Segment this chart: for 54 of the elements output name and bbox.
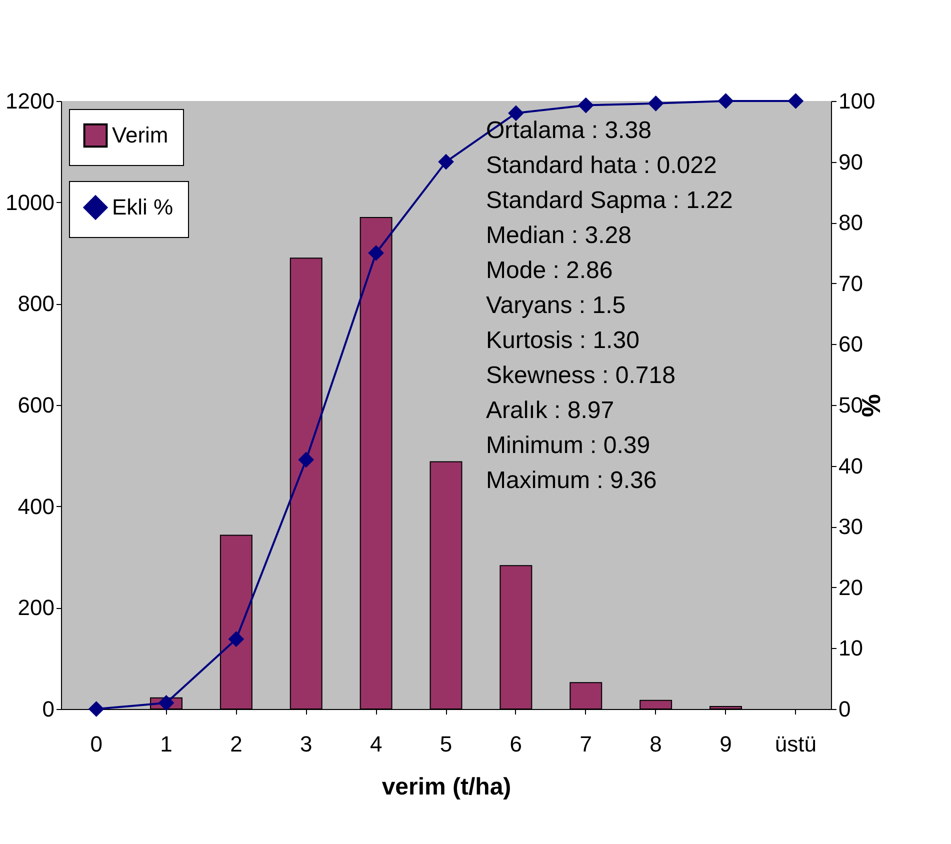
annotation: Median : 3.28 <box>486 222 632 249</box>
x-tick-label: 8 <box>650 732 662 756</box>
point <box>368 245 384 261</box>
point <box>718 93 734 109</box>
y-tick-label: 1200 <box>6 88 54 114</box>
x-tick-label: 7 <box>580 732 592 756</box>
point <box>578 98 594 113</box>
y-tick-label: 200 <box>18 595 54 620</box>
x-tick-label: 2 <box>230 732 242 756</box>
legend-label: Ekli % <box>112 194 174 220</box>
annotation: Maximum : 9.36 <box>486 467 657 494</box>
annotation: Mode : 2.86 <box>486 257 613 284</box>
annotation: Ortalama : 3.38 <box>486 117 652 144</box>
x-tick-label: 3 <box>300 732 312 756</box>
point <box>788 93 804 109</box>
point <box>648 96 664 111</box>
point <box>508 106 524 121</box>
point <box>438 154 454 170</box>
x-tick-label: 6 <box>510 732 522 756</box>
point <box>88 701 104 717</box>
x-tick-label: üstü <box>774 732 816 756</box>
annotation: Aralık : 8.97 <box>486 397 614 424</box>
x-tick-label: 9 <box>720 732 732 756</box>
y-tick-label: 800 <box>18 291 54 316</box>
y-tick-label: 600 <box>18 392 54 418</box>
point <box>158 695 174 710</box>
annotation: Minimum : 0.39 <box>486 432 650 459</box>
x-axis-title: verim (t/ha) <box>382 774 512 800</box>
y-tick-label: 400 <box>18 494 54 519</box>
annotation: Standard Sapma : 1.22 <box>486 187 733 214</box>
annotation: Kurtosis : 1.30 <box>486 327 640 354</box>
y2-tick-label: 60 <box>838 332 863 357</box>
y2-tick-label: 10 <box>838 636 863 661</box>
x-tick-label: 1 <box>160 732 172 756</box>
y-tick-label: 0 <box>42 696 54 722</box>
x-tick-label: 4 <box>370 732 382 756</box>
annotation: Skewness : 0.718 <box>486 362 676 389</box>
y2-tick-label: 30 <box>838 514 863 540</box>
legend-label: Verim <box>112 122 168 148</box>
annotation: Varyans : 1.5 <box>486 292 626 319</box>
y2-tick-label: 90 <box>838 149 863 174</box>
y2-tick-label: 0 <box>838 696 851 722</box>
y2-tick-label: 40 <box>838 453 863 478</box>
y2-tick-label: 70 <box>838 270 863 296</box>
y2-tick-label: 50 <box>838 392 863 418</box>
x-tick-label: 0 <box>90 732 102 756</box>
y2-tick-label: 20 <box>838 574 863 600</box>
y2-tick-label: 100 <box>838 88 876 114</box>
annotation: Standard hata : 0.022 <box>486 152 717 179</box>
y-tick-label: 1000 <box>6 190 54 215</box>
x-tick-label: 5 <box>440 732 452 756</box>
point <box>228 632 244 647</box>
point <box>298 452 314 468</box>
y2-tick-label: 80 <box>838 210 863 236</box>
